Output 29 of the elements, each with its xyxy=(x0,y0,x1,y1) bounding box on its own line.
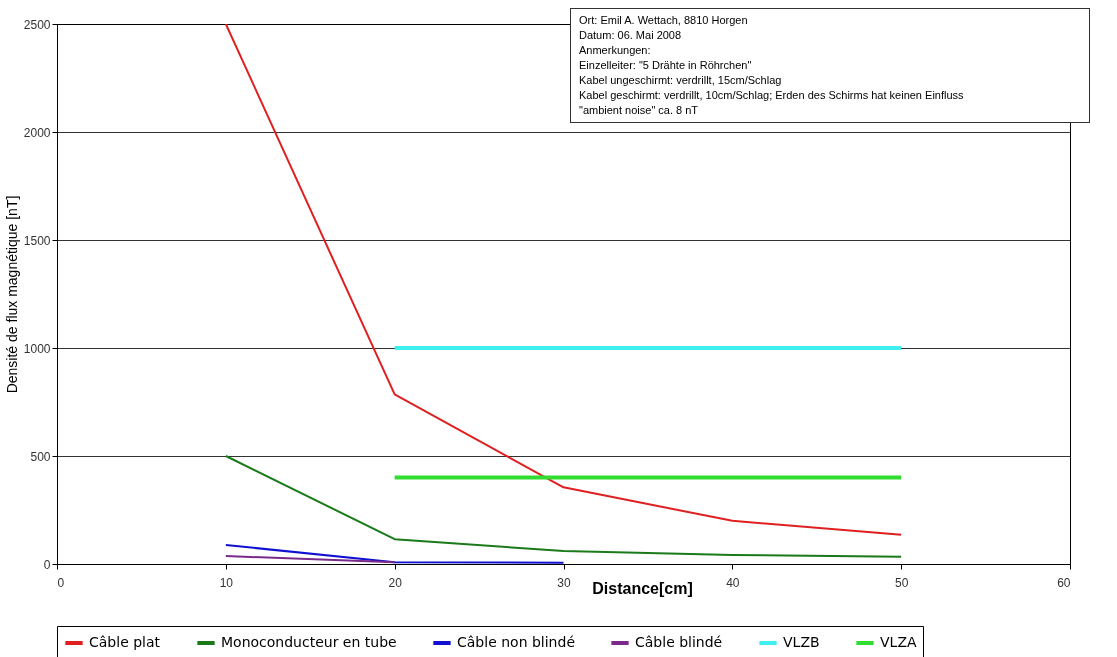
legend-label: VLZA xyxy=(880,634,917,650)
line-series xyxy=(224,455,903,558)
legend-label: Câble blindé xyxy=(635,634,723,650)
x-tick-label: 0 xyxy=(57,575,65,590)
annotation: Kabel ungeschirmt: verdrillt, 15cm/Schlag xyxy=(579,73,783,88)
x-tick-label: 10 xyxy=(219,575,234,590)
y-tick-label: 2500 xyxy=(23,17,51,32)
x-tick-label: 40 xyxy=(726,575,740,590)
annotation: Datum: 06. Mai 2008 xyxy=(579,28,683,43)
annotation: Kabel geschirmt: verdrillt, 10cm/Schlag; Erden des Schirms hat keinen Einfluss xyxy=(579,88,965,103)
annotation: Einzelleiter: "5 Drähte in Röhrchen" xyxy=(579,58,753,73)
annotation: Ort: Emil A. Wettach, 8810 Horgen xyxy=(579,13,749,28)
legend-label: Câble non blindé xyxy=(457,634,575,650)
y-tick-label: 0 xyxy=(43,557,51,572)
y-tick-label: 1000 xyxy=(23,341,51,356)
x-tick-label: 50 xyxy=(894,575,909,590)
x-tick-label: 20 xyxy=(388,575,403,590)
legend-label: Monoconducteur en tube xyxy=(221,634,397,650)
annotation: Anmerkungen: xyxy=(579,43,652,58)
annotation: "ambient noise" ca. 8 nT xyxy=(579,103,700,118)
y-axis-title: Densité de flux magnétique [nT] xyxy=(3,195,20,394)
x-axis-title: Distance[cm] xyxy=(592,579,693,597)
y-tick-label: 500 xyxy=(30,449,51,464)
y-tick-label: 2000 xyxy=(23,125,51,140)
x-tick-label: 60 xyxy=(1057,575,1071,590)
legend-label: Câble plat xyxy=(89,634,161,650)
y-tick-label: 1500 xyxy=(23,233,51,248)
legend-label: VLZB xyxy=(783,634,820,650)
x-tick-label: 30 xyxy=(557,575,571,590)
